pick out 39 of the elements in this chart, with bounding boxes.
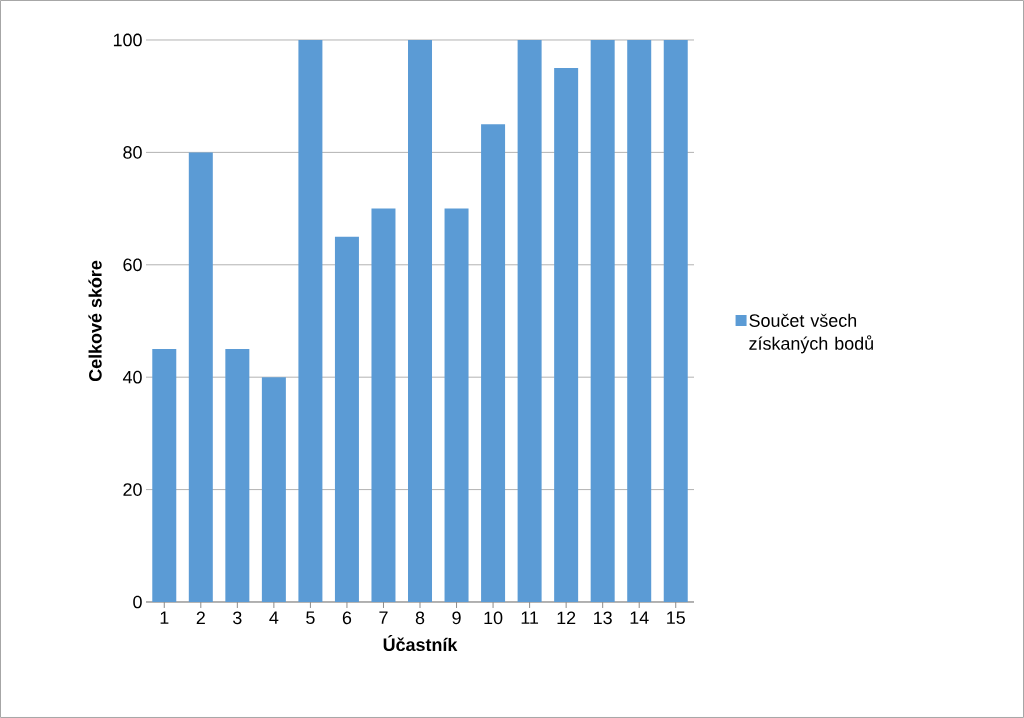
x-tick-label: 8 (415, 611, 425, 625)
bar (517, 39, 542, 602)
y-tick-label: 40 (122, 370, 142, 384)
bar (371, 208, 396, 602)
x-tick-label: 2 (196, 611, 205, 625)
bar (298, 39, 323, 602)
y-tick-label: 100 (113, 33, 142, 47)
bar (554, 68, 579, 602)
x-tick-label: 12 (557, 611, 576, 625)
x-tick-label: 14 (630, 611, 649, 624)
x-tick-label: 5 (306, 611, 315, 625)
x-tick-label: 13 (594, 611, 612, 625)
x-axis-title: Účastník (383, 635, 458, 652)
bar (188, 152, 213, 602)
bar (152, 349, 177, 602)
x-tick-label: 11 (521, 611, 539, 624)
bar (334, 236, 359, 602)
bar (481, 124, 506, 602)
x-tick-label: 6 (342, 611, 352, 625)
bar (225, 349, 250, 602)
legend-label: Součet všech získaných bodů (749, 313, 873, 354)
y-tick-label: 20 (123, 483, 142, 496)
x-tick-label: 3 (233, 611, 242, 625)
x-tick-label: 15 (667, 611, 685, 625)
bar (444, 208, 469, 602)
y-tick-label: 60 (123, 258, 142, 272)
x-tick-label: 7 (379, 611, 388, 624)
bar (408, 39, 433, 602)
bar (663, 39, 688, 602)
x-tick-label: 4 (269, 611, 279, 624)
y-tick-label: 0 (133, 595, 142, 609)
y-axis-title: Celkové skóre (88, 260, 102, 382)
x-tick-label: 10 (484, 611, 503, 625)
x-tick-label: 9 (452, 611, 461, 625)
x-tick-label: 1 (160, 611, 169, 624)
y-tick-label: 80 (123, 146, 142, 159)
bar (590, 39, 615, 602)
bar (261, 377, 286, 602)
bar (627, 39, 652, 602)
